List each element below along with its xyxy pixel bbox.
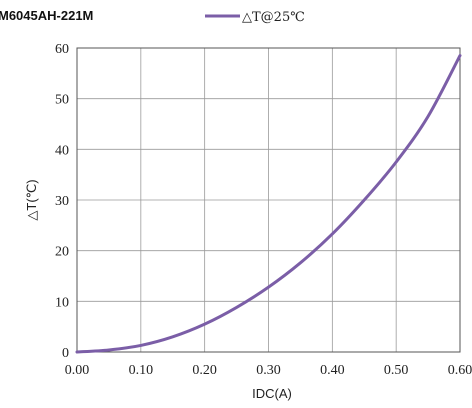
legend: △T@25℃	[205, 10, 305, 25]
x-tick-label: 0.60	[448, 363, 472, 378]
y-tick-label: 60	[55, 42, 69, 57]
x-tick-label: 0.40	[320, 363, 345, 378]
y-tick-label: 40	[55, 143, 69, 158]
y-tick-label: 30	[55, 194, 69, 209]
y-axis: 0 10 20 30 40 50 60	[55, 42, 69, 361]
y-tick-label: 10	[55, 295, 69, 310]
y-axis-label: △T(℃)	[24, 179, 39, 220]
y-tick-label: 50	[55, 93, 69, 108]
x-tick-label: 0.10	[129, 363, 154, 378]
legend-label: △T@25℃	[242, 10, 305, 25]
y-tick-label: 20	[55, 245, 69, 260]
x-tick-label: 0.50	[384, 363, 409, 378]
y-tick-label: 0	[62, 346, 69, 361]
grid	[77, 48, 460, 352]
x-tick-label: 0.00	[65, 363, 90, 378]
plot-frame	[76, 47, 461, 353]
series-layer	[75, 54, 462, 354]
x-tick-label: 0.30	[256, 363, 281, 378]
chart-title: M6045AH-221M	[0, 8, 93, 23]
x-tick-label: 0.20	[192, 363, 217, 378]
series-line	[75, 54, 462, 354]
x-axis: 0.00 0.10 0.20 0.30 0.40 0.50 0.60	[65, 363, 472, 378]
x-axis-label: IDC(A)	[252, 386, 292, 401]
